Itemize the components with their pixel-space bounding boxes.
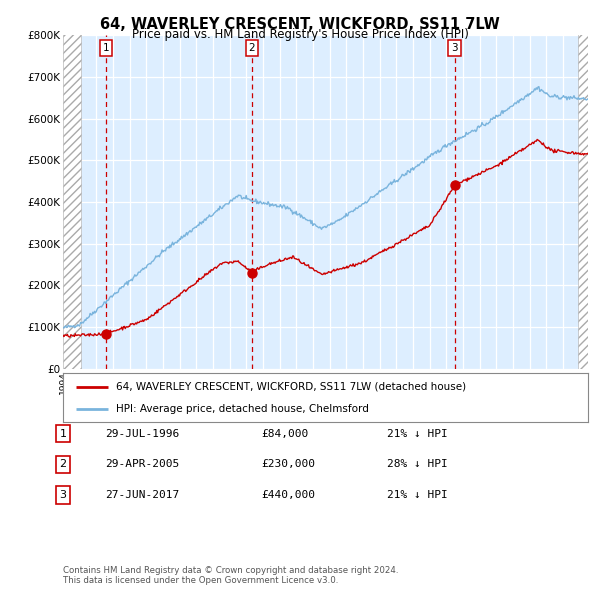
Text: 21% ↓ HPI: 21% ↓ HPI [387,429,448,438]
Text: Contains HM Land Registry data © Crown copyright and database right 2024.
This d: Contains HM Land Registry data © Crown c… [63,566,398,585]
Text: 29-APR-2005: 29-APR-2005 [105,460,179,469]
Text: £440,000: £440,000 [261,490,315,500]
Text: 2: 2 [59,460,67,469]
Text: 3: 3 [451,43,458,53]
Text: 1: 1 [59,429,67,438]
Text: 1: 1 [103,43,109,53]
Text: 29-JUL-1996: 29-JUL-1996 [105,429,179,438]
Text: 2: 2 [248,43,255,53]
Text: 64, WAVERLEY CRESCENT, WICKFORD, SS11 7LW (detached house): 64, WAVERLEY CRESCENT, WICKFORD, SS11 7L… [115,382,466,392]
Text: £230,000: £230,000 [261,460,315,469]
Text: £84,000: £84,000 [261,429,308,438]
Text: HPI: Average price, detached house, Chelmsford: HPI: Average price, detached house, Chel… [115,404,368,414]
Text: Price paid vs. HM Land Registry's House Price Index (HPI): Price paid vs. HM Land Registry's House … [131,28,469,41]
Text: 3: 3 [59,490,67,500]
Text: 64, WAVERLEY CRESCENT, WICKFORD, SS11 7LW: 64, WAVERLEY CRESCENT, WICKFORD, SS11 7L… [100,17,500,31]
Text: 28% ↓ HPI: 28% ↓ HPI [387,460,448,469]
Text: 27-JUN-2017: 27-JUN-2017 [105,490,179,500]
Text: 21% ↓ HPI: 21% ↓ HPI [387,490,448,500]
